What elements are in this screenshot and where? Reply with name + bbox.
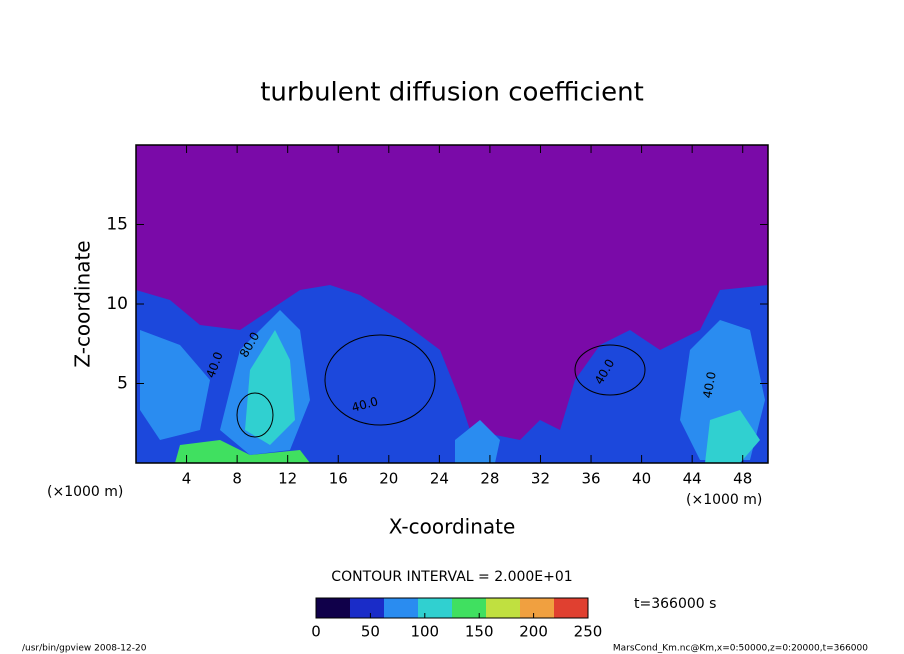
contour-interval: CONTOUR INTERVAL = 2.000E+01 [331,569,572,585]
chart-title: turbulent diffusion coefficient [260,78,644,108]
x-tick-label: 24 [430,470,449,488]
contour-label: 40.0 [700,371,718,400]
contour-line [574,344,646,396]
colorbar-tick-label: 0 [311,623,321,641]
x-unit-label: (×1000 m) [686,492,762,508]
field-region [140,330,210,440]
contour-line [324,334,436,426]
y-tick-label: 15 [106,215,128,235]
colorbar-frame [315,597,589,619]
colorbar-segment [554,598,589,618]
colorbar-segment [486,598,521,618]
colorbar-tick-label: 150 [465,623,494,641]
colorbar-segment [418,598,453,618]
x-tick-label: 28 [480,470,499,488]
x-tick-label: 44 [683,470,702,488]
footer-right: MarsCond_Km.nc@Km,x=0:50000,z=0:20000,t=… [613,644,868,654]
colorbar-segment [350,598,385,618]
footer-left: /usr/bin/gpview 2008-12-20 [22,644,147,654]
y-tick-label: 5 [117,374,128,394]
field-region [705,410,760,463]
time-label: t=366000 s [634,596,716,612]
y-axis-title: Z-coordinate [71,240,95,367]
field [136,145,768,463]
x-tick-label: 20 [379,470,398,488]
x-axis-title: X-coordinate [389,515,516,539]
colorbar-segment [520,598,555,618]
colorbar-tick-label: 250 [574,623,603,641]
x-tick-label: 48 [733,470,752,488]
field-region [245,330,295,445]
x-unit-label: (×1000 m) [47,484,123,500]
colorbar-tick-label: 200 [519,623,548,641]
colorbar-tick-label: 50 [361,623,380,641]
x-tick-label: 16 [329,470,348,488]
x-tick-label: 32 [531,470,550,488]
x-tick-label: 4 [182,470,192,488]
x-tick-label: 40 [632,470,651,488]
colorbar-segment [452,598,487,618]
colorbar-segment [316,598,351,618]
x-tick-label: 12 [278,470,297,488]
x-tick-label: 36 [581,470,600,488]
y-tick-label: 10 [106,294,128,314]
x-tick-label: 8 [232,470,242,488]
contour-line [236,392,274,438]
field-region [175,440,310,463]
field-region [455,420,500,463]
contour-label: 40.0 [350,394,379,414]
colorbar-segment [384,598,419,618]
colorbar-tick-label: 100 [410,623,439,641]
